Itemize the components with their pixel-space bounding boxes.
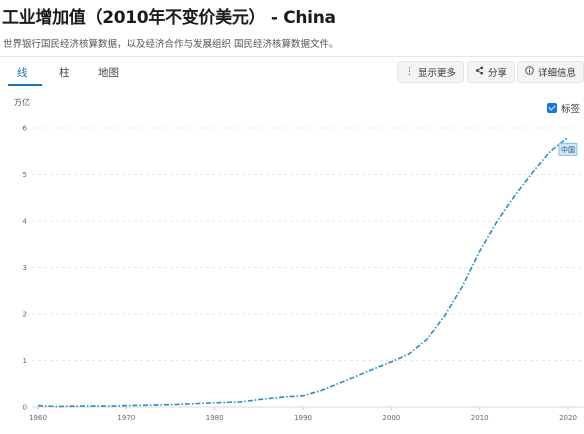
details-label: 详细信息: [538, 68, 577, 79]
active-tab-indicator: [8, 84, 42, 86]
series-label-china: 中国: [561, 145, 575, 154]
series-end-label: 中国: [558, 142, 578, 156]
info-icon: [525, 66, 534, 78]
y-tick-label: 3: [23, 264, 27, 272]
legend-label: 标签: [561, 104, 581, 115]
share-button[interactable]: 分享: [467, 61, 516, 83]
grid-lines: [32, 127, 584, 408]
view-tabs: 线 柱 地图: [0, 57, 584, 86]
y-tick-label: 5: [23, 171, 27, 179]
series-label-box: [558, 142, 578, 156]
y-tick-label: 4: [23, 218, 28, 226]
x-tick-labels: 1960 1970 1980 1990 2000 2010 2020: [29, 407, 577, 422]
x-tick-label: 1970: [117, 414, 135, 422]
x-tick-label: 2000: [382, 414, 400, 422]
legend-checkbox[interactable]: [547, 103, 557, 113]
more-vertical-icon: ⋮: [405, 67, 414, 77]
share-icon: [475, 66, 484, 78]
x-tick-label: 1960: [29, 414, 47, 422]
x-tick-label: 1990: [294, 414, 312, 422]
show-more-button[interactable]: ⋮ 显示更多: [397, 61, 465, 83]
legend[interactable]: 标签: [547, 101, 580, 115]
y-tick-label: 0: [23, 404, 27, 412]
y-axis-unit: 万亿: [14, 98, 30, 107]
tab-map[interactable]: 地图: [98, 67, 119, 79]
y-tick-labels: 0 1 2 3 4 5 6: [23, 125, 28, 412]
y-tick-label: 6: [23, 125, 28, 133]
x-tick-label: 1980: [206, 414, 224, 422]
series-layer: [37, 136, 569, 408]
x-tick-label: 2020: [559, 414, 577, 422]
chart-panel: 线 柱 地图 ⋮ 显示更多 分享 详细信息 万亿 标签: [0, 56, 584, 434]
tab-line[interactable]: 线: [17, 67, 28, 79]
y-tick-label: 2: [23, 311, 27, 319]
line-chart: 0 1 2 3 4 5 6 1960 1970 1980 1990 2000 2010 2020 中国: [23, 125, 584, 422]
y-tick-label: 1: [23, 357, 27, 365]
details-button[interactable]: 详细信息: [517, 61, 584, 83]
x-tick-label: 2010: [471, 414, 489, 422]
page-subtitle: 世界银行国民经济核算数据，以及经济合作与发展组织 国民经济核算数据文件。: [3, 39, 339, 50]
series-line-china[interactable]: [37, 136, 569, 408]
show-more-label: 显示更多: [418, 68, 457, 79]
tab-bar[interactable]: 柱: [59, 67, 70, 79]
page-header: 工业增加值（2010年不变价美元） - China 世界银行国民经济核算数据，以…: [0, 0, 584, 56]
page-title: 工业增加值（2010年不变价美元） - China: [2, 8, 336, 28]
share-label: 分享: [488, 68, 508, 79]
